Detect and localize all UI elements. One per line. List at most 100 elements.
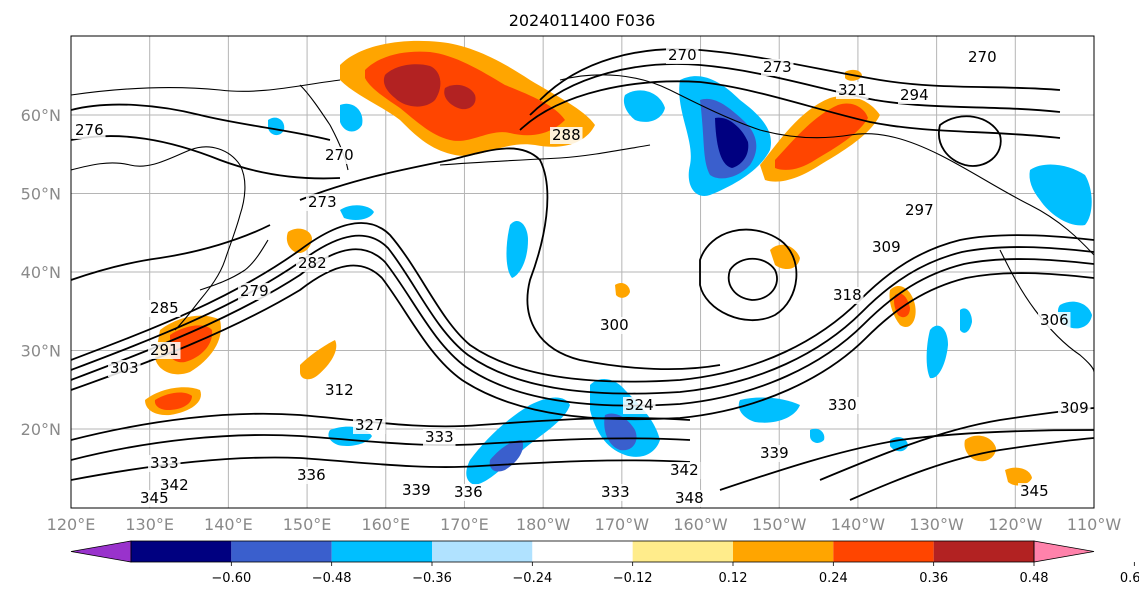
lon-tick-label: 180°W (516, 515, 571, 534)
contour-label: 318 (833, 286, 862, 304)
contour-label: 297 (905, 201, 934, 219)
contour-label-bg (400, 482, 433, 499)
lon-tick-label: 120°W (988, 515, 1043, 534)
contour-label-bg (836, 82, 869, 99)
coast-asia (71, 146, 246, 331)
contour-tropical-3 (71, 456, 691, 481)
shade-darkred-2 (444, 84, 476, 110)
contour-label: 294 (900, 86, 929, 104)
contour-label: 273 (308, 193, 337, 211)
contour-label: 309 (1060, 399, 1089, 417)
contour-label: 339 (760, 444, 789, 462)
contour-polar-1 (71, 103, 331, 141)
colorbar-tick-label: −0.60 (211, 571, 251, 586)
contour-gyre-east (938, 115, 1002, 167)
coast-aleutians (439, 144, 651, 166)
shade-blue-east-mid (960, 308, 972, 333)
contour-label-bg (898, 87, 931, 104)
shade-warm-mid-pac-1 (300, 340, 337, 380)
shade-red-gulf-alaska-east (775, 103, 868, 170)
colorbar-tick-label: 0.48 (1020, 571, 1049, 586)
contour-label: 273 (763, 58, 792, 76)
contour-east-2 (849, 437, 1094, 501)
contour-label-bg (73, 122, 106, 139)
contour-label: 345 (140, 489, 169, 507)
shade-blue-central-1 (506, 220, 528, 278)
contour-label: 327 (355, 416, 384, 434)
contour-label: 345 (1020, 482, 1049, 500)
contour-west-ridge (71, 224, 271, 281)
colorbar-segment (231, 541, 332, 562)
contour-label: 342 (160, 476, 189, 494)
contour-label: 333 (425, 428, 454, 446)
shade-blue-small-3 (810, 428, 825, 443)
contour-label: 279 (240, 282, 269, 300)
shade-warm-small-2 (1005, 467, 1032, 486)
contour-label-bg (1038, 312, 1071, 329)
contour-label-bg (295, 467, 328, 484)
shade-midblue-tropic-1 (489, 440, 524, 472)
colorbar-tick-label: −0.48 (312, 571, 352, 586)
lon-tick-label: 150°E (283, 515, 332, 534)
colorbar-tick-label: −0.12 (613, 571, 653, 586)
contour-label-bg (761, 59, 794, 76)
contour-label-bg (423, 429, 456, 446)
colorbar-segment (632, 541, 733, 562)
figure-title: 2024011400 F036 (509, 11, 656, 30)
contour-label-bg (1058, 400, 1091, 417)
colorbar-tick-label: 0.24 (819, 571, 848, 586)
lat-tick-label: 30°N (21, 342, 61, 361)
lon-tick-label: 150°W (752, 515, 807, 534)
contour-ridge-2 (529, 63, 1061, 116)
contour-cutoff-low (699, 228, 798, 321)
shade-darkred-gulf-alaska-west (383, 64, 441, 107)
colorbar-extend-low (70, 540, 132, 563)
colorbar-tick-label: 0.60 (1120, 571, 1139, 586)
latitude-labels: 60°N 50°N 40°N 30°N 20°N (21, 106, 61, 439)
coast-japan (199, 239, 269, 291)
contour-label-bg (826, 397, 859, 414)
contour-label: 333 (601, 483, 630, 501)
contour-label-bg (138, 490, 171, 507)
contour-label: 342 (670, 461, 699, 479)
lat-tick-label: 60°N (21, 106, 61, 125)
contour-label: 324 (625, 396, 654, 414)
colorbar-segment (833, 541, 934, 562)
shade-warm-small-1 (615, 282, 630, 298)
contour-label-bg (452, 484, 485, 501)
coastlines (71, 74, 1094, 373)
contour-label-bg (323, 147, 356, 164)
contour-label-bg (306, 194, 339, 211)
lat-tick-label: 50°N (21, 185, 61, 204)
lon-tick-label: 160°E (361, 515, 410, 534)
colorbar-segment (733, 541, 834, 562)
contour-ridge-3 (519, 80, 1061, 139)
contour-label: 270 (968, 48, 997, 66)
shade-blue-sakhalin (340, 103, 363, 132)
contour-label: 312 (325, 381, 354, 399)
colorbar-frame (130, 540, 1035, 563)
contour-label: 330 (828, 396, 857, 414)
contour-label: 306 (1040, 311, 1069, 329)
colorbar-segment (532, 541, 633, 562)
longitude-labels: 120°E 130°E 140°E 150°E 160°E 170°E 180°W 170°W… (47, 515, 1122, 534)
shade-blue-bering (623, 90, 665, 122)
contour-label-bg (831, 287, 864, 304)
contour-label: 270 (325, 146, 354, 164)
contour-subtropical-jet-4 (71, 264, 1094, 421)
shade-blue-west-coast (1029, 164, 1092, 226)
contour-label-bg (323, 382, 356, 399)
contour-label-bg (296, 255, 329, 272)
colorbar-segment (331, 541, 432, 562)
lon-tick-label: 110°W (1067, 515, 1122, 534)
contour-subtropical-jet-1 (71, 222, 1094, 383)
contour-label: 300 (600, 316, 629, 334)
contour-tropical-2 (71, 434, 691, 461)
contour-label-bg (550, 127, 583, 144)
shade-blue-small-1 (340, 205, 374, 220)
contour-label: 336 (454, 483, 483, 501)
contour-label-bg (668, 462, 701, 479)
contour-trough (299, 147, 721, 371)
contour-label: 339 (402, 481, 431, 499)
lat-tick-label: 20°N (21, 420, 61, 439)
